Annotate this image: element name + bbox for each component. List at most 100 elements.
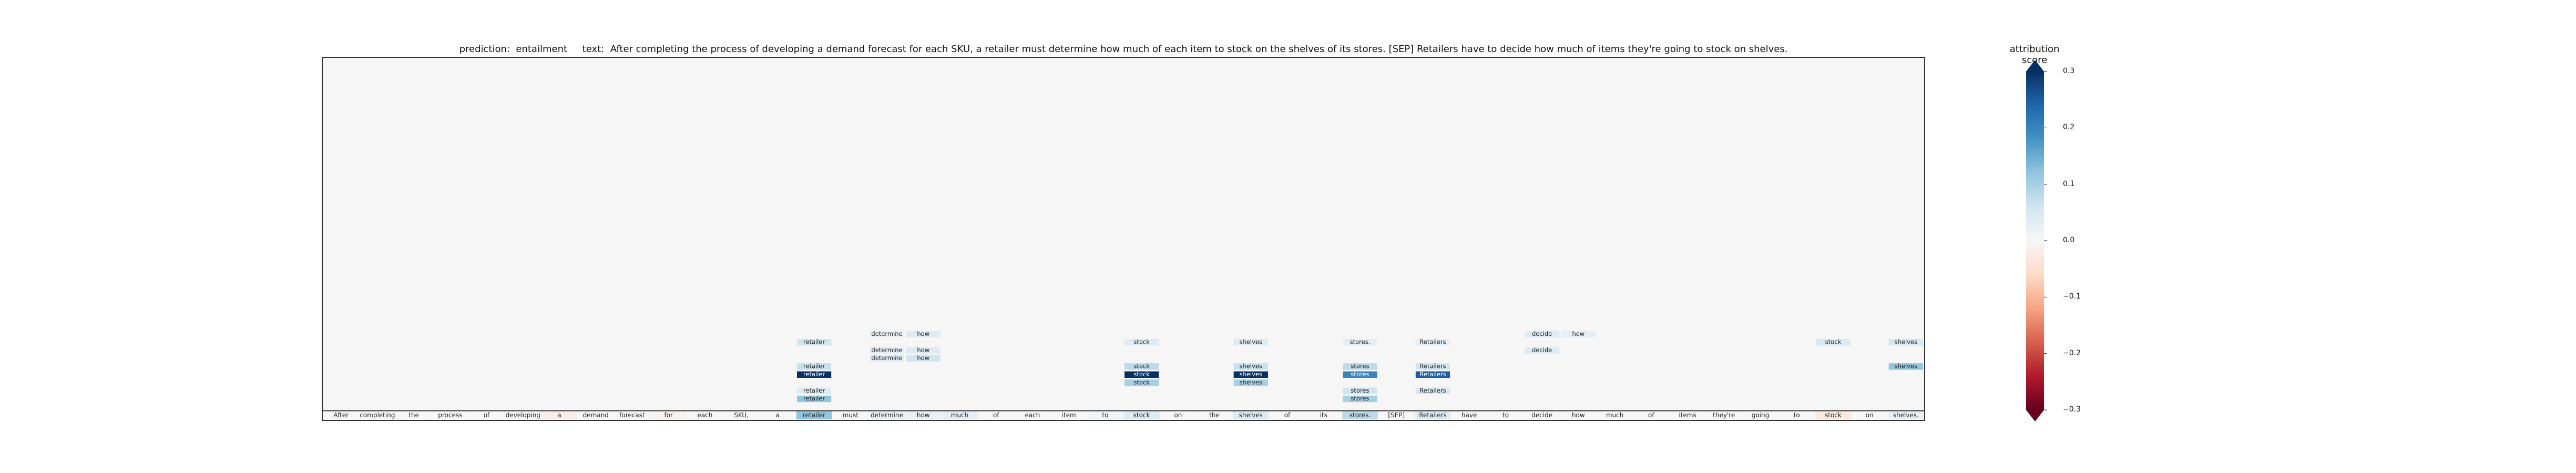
attribution-cell [1525,331,1559,337]
token-cell [360,411,395,419]
token-cell [1087,411,1123,419]
attribution-cell-label: stores [1351,363,1369,370]
token-label: how [1572,412,1585,419]
token-label: must [843,412,859,419]
attribution-cell-label: shelves [1240,378,1262,386]
token-label: SKU, [734,412,749,419]
attribution-cell [1233,363,1268,370]
attribution-cell-label: retailer [803,338,825,345]
attribution-cell-label: retailer [803,387,825,394]
attribution-cell-label: how [917,346,929,354]
attribution-cell-label: Retailers [1419,338,1446,345]
token-label: determine [871,412,903,419]
colorbar-tick-label: −0.3 [2063,405,2081,414]
colorbar-tick-label: 0.3 [2063,67,2075,75]
token-label: for [664,412,673,419]
attribution-cell-label: how [1572,330,1585,337]
token-cell [1415,411,1451,419]
token-label: process [438,412,462,419]
attribution-cell [1525,347,1559,354]
attribution-cell [870,347,904,354]
token-label: retailer [803,412,825,419]
attribution-cell [1816,339,1851,346]
colorbar-gradient [2026,71,2044,410]
token-label: decide [1531,412,1552,419]
token-label: they're [1713,412,1735,419]
attribution-cell [1125,371,1159,378]
token-label: a [776,412,780,419]
attribution-cell-label: stock [1133,378,1150,386]
token-cell [541,411,577,419]
token-label: stock [1133,412,1150,419]
attribution-cell-label: determine [871,346,902,354]
attribution-cell [1415,371,1450,378]
chart-title: prediction: entailment text: After compl… [322,44,1925,55]
attribution-cell [796,363,832,370]
colorbar-min-extension [2026,410,2044,421]
colorbar-tick-label: 0.0 [2063,236,2075,244]
token-label: on [1174,412,1182,419]
token-cell [1451,411,1487,419]
token-cell [833,411,868,419]
token-label: of [1284,412,1291,419]
token-cell [1015,411,1050,419]
attribution-cell-label: stock [1825,338,1842,345]
token-label: of [484,412,490,419]
text-value: After completing the process of developi… [610,44,1788,55]
attribution-cell-label: Retailers [1419,371,1446,378]
prediction-label: prediction: [459,44,510,55]
token-label: item [1062,412,1076,419]
attribution-cell-label: determine [871,354,902,362]
token-cell [1742,411,1778,419]
token-label: stock [1825,412,1842,419]
attribution-cell-label: Retailers [1419,363,1446,370]
token-cell [578,411,614,419]
token-cell [1706,411,1742,419]
token-label: each [1025,412,1040,419]
prediction-value: entailment [516,44,568,55]
attribution-cell [1888,339,1923,346]
token-label: Retailers [1419,412,1446,419]
attribution-cell-label: retailer [803,395,825,402]
attribution-cell [1343,363,1377,370]
token-cell [796,411,832,419]
token-label: After [333,412,349,419]
token-label: stores. [1350,412,1371,419]
token-label: its [1320,412,1327,419]
token-label: how [917,412,930,419]
colorbar-max-extension [2026,60,2044,71]
attribution-cell-label: shelves [1240,371,1262,378]
attribution-cell [796,339,832,346]
attribution-cell-label: shelves [1240,363,1262,370]
attribution-cell-label: stock [1133,363,1150,370]
token-label: forecast [619,412,645,419]
attribution-cell-label: stock [1133,338,1150,345]
attribution-cell [906,331,941,337]
token-cell [978,411,1014,419]
token-cell [723,411,759,419]
colorbar-tick-label: −0.2 [2063,348,2081,357]
token-cell [1524,411,1560,419]
token-cell [1233,411,1269,419]
attribution-cell [870,355,904,362]
token-cell [1670,411,1705,419]
attribution-cell-label: decide [1532,346,1552,354]
attribution-cell [1343,371,1377,378]
attribution-cell [1125,339,1159,346]
token-cell [1888,411,1924,419]
token-label: a [557,412,561,419]
colorbar-tick-label: 0.2 [2063,123,2075,132]
token-label: on [1866,412,1874,419]
token-cell [869,411,905,419]
attribution-cell [1415,387,1450,394]
token-cell [1342,411,1378,419]
token-cell [905,411,941,419]
token-cell [1197,411,1232,419]
attribution-cell-label: stores [1351,395,1369,402]
attribution-cell [796,395,832,403]
token-label: to [1794,412,1800,419]
token-cell [614,411,650,419]
token-cell [1779,411,1815,419]
colorbar [2026,60,2047,421]
token-label: of [1648,412,1654,419]
